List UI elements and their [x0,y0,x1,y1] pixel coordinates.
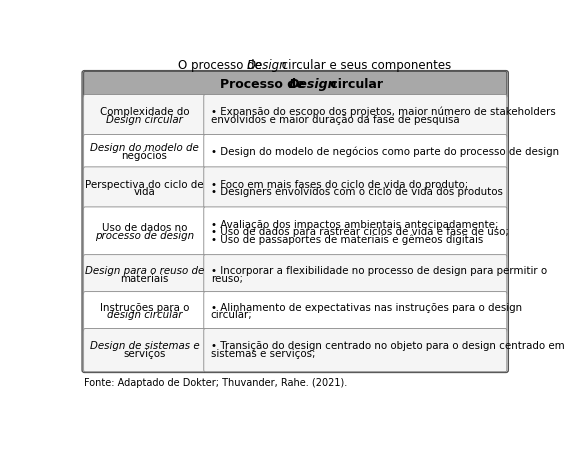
Text: processo de design: processo de design [95,231,194,241]
Text: Design para o reuso de: Design para o reuso de [85,266,204,276]
Text: Design do modelo de: Design do modelo de [90,143,199,153]
Text: Processo de: Processo de [220,78,309,91]
FancyBboxPatch shape [204,134,507,170]
FancyBboxPatch shape [84,207,205,258]
FancyBboxPatch shape [204,207,507,258]
Text: design circular: design circular [107,310,182,321]
Text: envolvidos e maior duração da fase de pesquisa: envolvidos e maior duração da fase de pe… [211,115,460,125]
Text: Design: Design [247,60,287,72]
Text: reuso;: reuso; [211,273,242,283]
FancyBboxPatch shape [84,329,205,372]
Text: Perspectiva do ciclo de: Perspectiva do ciclo de [85,180,204,190]
Text: • Foco em mais fases do ciclo de vida do produto;: • Foco em mais fases do ciclo de vida do… [211,180,468,190]
Text: • Avaliação dos impactos ambientais antecipadamente;: • Avaliação dos impactos ambientais ante… [211,219,498,229]
Text: serviços: serviços [123,349,166,359]
FancyBboxPatch shape [204,167,507,210]
Text: Design: Design [289,78,338,91]
FancyBboxPatch shape [204,254,507,295]
Text: circular e seus componentes: circular e seus componentes [278,60,451,72]
FancyBboxPatch shape [84,167,205,210]
FancyBboxPatch shape [204,329,507,372]
Text: O processo de: O processo de [179,60,266,72]
Text: • Uso de dados para rastrear ciclos de vida e fase de uso;: • Uso de dados para rastrear ciclos de v… [211,228,509,237]
Text: circular;: circular; [211,310,252,321]
Text: • Expansão do escopo dos projetos, maior número de stakeholders: • Expansão do escopo dos projetos, maior… [211,107,555,117]
FancyBboxPatch shape [84,292,205,332]
Text: sistemas e serviços;: sistemas e serviços; [211,349,315,359]
Text: Design de sistemas e: Design de sistemas e [90,342,199,351]
FancyBboxPatch shape [204,292,507,332]
Text: Complexidade do: Complexidade do [100,107,190,117]
FancyBboxPatch shape [84,71,507,97]
FancyBboxPatch shape [204,95,507,138]
Text: Uso de dados no: Uso de dados no [102,223,187,234]
FancyBboxPatch shape [84,254,205,295]
Text: • Design do modelo de negócios como parte do processo de design: • Design do modelo de negócios como part… [211,147,559,158]
Text: • Designers envolvidos com o ciclo de vida dos produtos: • Designers envolvidos com o ciclo de vi… [211,187,503,197]
Text: Design circular: Design circular [106,115,183,125]
Text: • Alinhamento de expectativas nas instruções para o design: • Alinhamento de expectativas nas instru… [211,303,522,313]
FancyBboxPatch shape [84,134,205,170]
Text: • Uso de passaportes de materiais e gêmeos digitais: • Uso de passaportes de materiais e gême… [211,235,483,245]
FancyBboxPatch shape [82,70,509,372]
Text: vida: vida [134,187,156,197]
Text: circular: circular [327,78,384,91]
Text: Instruções para o: Instruções para o [100,303,189,313]
Text: • Transição do design centrado no objeto para o design centrado em: • Transição do design centrado no objeto… [211,342,564,351]
Text: • Incorporar a flexibilidade no processo de design para permitir o: • Incorporar a flexibilidade no processo… [211,266,547,276]
Text: negócios: negócios [122,151,168,161]
Text: Fonte: Adaptado de Dokter; Thuvander, Rahe. (2021).: Fonte: Adaptado de Dokter; Thuvander, Ra… [85,378,348,388]
FancyBboxPatch shape [84,95,205,138]
Text: materiais: materiais [120,273,169,283]
